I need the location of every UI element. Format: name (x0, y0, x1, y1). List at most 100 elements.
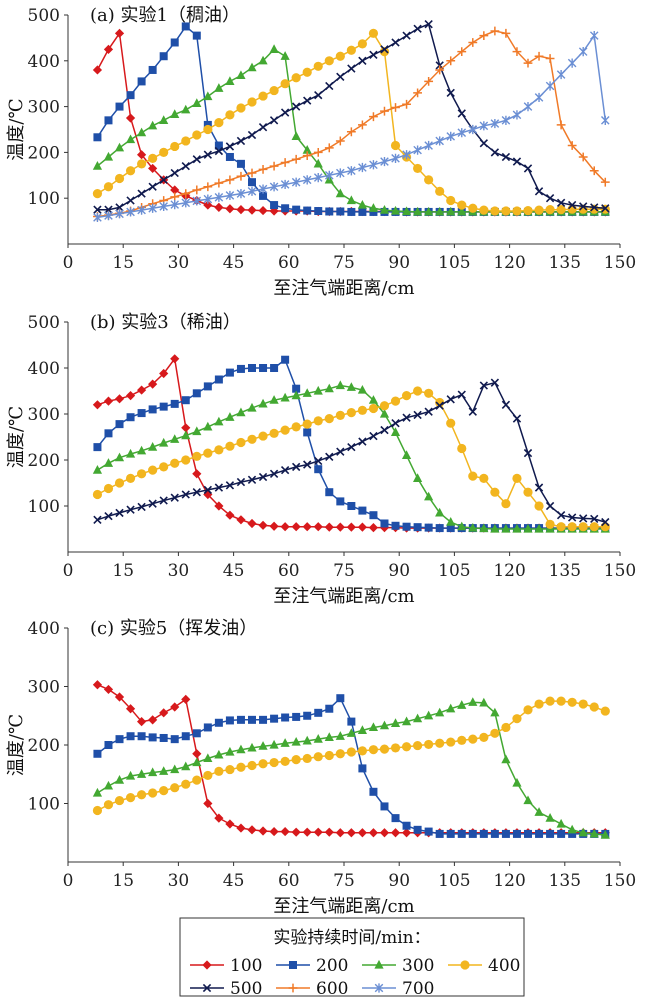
data-point (258, 759, 268, 769)
data-point (490, 487, 500, 497)
data-point (170, 192, 180, 202)
data-point (556, 120, 566, 130)
data-point (114, 478, 125, 488)
data-point (335, 51, 345, 61)
data-point (181, 198, 191, 208)
data-point (401, 742, 412, 752)
data-point (346, 195, 356, 205)
series-700 (93, 31, 610, 223)
data-point (534, 187, 544, 196)
data-point (369, 112, 378, 122)
data-point (446, 395, 455, 404)
data-point (368, 745, 379, 755)
data-point (225, 175, 235, 185)
data-point (314, 207, 323, 216)
data-point (192, 426, 202, 436)
data-point (358, 162, 367, 173)
data-point (159, 402, 168, 411)
data-point (468, 124, 478, 135)
data-point (236, 171, 246, 181)
data-point (357, 828, 367, 838)
data-point (137, 502, 146, 512)
data-point (435, 186, 445, 196)
data-point (336, 72, 345, 81)
data-point (556, 198, 566, 207)
data-point (402, 31, 411, 40)
data-point (401, 828, 412, 838)
data-point (148, 120, 158, 130)
data-point (424, 206, 434, 216)
data-point (501, 28, 511, 38)
data-point (446, 737, 456, 747)
data-point (114, 142, 125, 152)
data-point (159, 437, 169, 447)
data-point (567, 200, 577, 210)
legend-marker-600 (288, 983, 298, 993)
data-point (446, 131, 456, 141)
series-500 (93, 378, 610, 527)
data-point (534, 699, 544, 709)
data-point (303, 711, 312, 720)
data-point (379, 408, 390, 418)
data-point (92, 787, 103, 797)
data-point (401, 206, 412, 216)
legend-title: 实验持续时间/min： (273, 928, 430, 948)
y-tick-label: 400 (28, 619, 60, 639)
data-point (457, 109, 466, 118)
panel-a-ylabel: 温度/℃ (6, 98, 27, 160)
data-point (523, 164, 533, 173)
data-point (589, 522, 599, 532)
data-point (545, 519, 555, 530)
data-point (104, 741, 113, 749)
data-point (126, 207, 135, 217)
data-point (291, 102, 301, 111)
data-point (170, 38, 179, 47)
data-point (314, 90, 323, 100)
data-point (601, 517, 610, 527)
axis-lines (67, 628, 620, 863)
x-tick-label: 90 (388, 253, 410, 273)
data-point (236, 136, 246, 146)
data-point (336, 497, 345, 506)
x-tick-label: 30 (168, 561, 190, 581)
data-point (291, 177, 301, 187)
data-point (302, 827, 312, 837)
data-point (314, 465, 323, 474)
data-point (280, 826, 290, 837)
data-point (214, 749, 224, 759)
data-point (335, 380, 345, 390)
data-point (280, 425, 290, 435)
data-point (545, 81, 555, 91)
panel-b-ylabel: 温度/℃ (6, 406, 27, 468)
data-point (524, 829, 532, 838)
data-point (181, 455, 191, 465)
data-point (115, 508, 124, 518)
data-point (192, 31, 201, 40)
data-point (346, 382, 356, 391)
data-point (214, 83, 224, 92)
x-tick-label: 135 (549, 871, 581, 891)
x-tick-label: 60 (278, 253, 300, 273)
data-point (214, 118, 224, 128)
data-point (292, 712, 301, 721)
x-tick-label: 0 (63, 871, 74, 891)
data-point (137, 205, 146, 215)
data-point (402, 821, 411, 830)
data-point (446, 703, 456, 713)
x-tick-label: 120 (493, 561, 525, 581)
data-point (291, 827, 301, 837)
data-point (192, 155, 201, 164)
data-point (137, 790, 147, 800)
data-point (203, 723, 212, 732)
data-point (413, 163, 423, 174)
data-point (247, 168, 257, 178)
data-point (402, 413, 411, 422)
data-point (126, 196, 135, 205)
data-point (413, 410, 422, 420)
data-point (270, 714, 279, 723)
data-point (280, 756, 290, 766)
data-point (490, 707, 500, 717)
data-point (125, 770, 136, 780)
data-point (170, 141, 180, 152)
data-point (247, 825, 257, 835)
